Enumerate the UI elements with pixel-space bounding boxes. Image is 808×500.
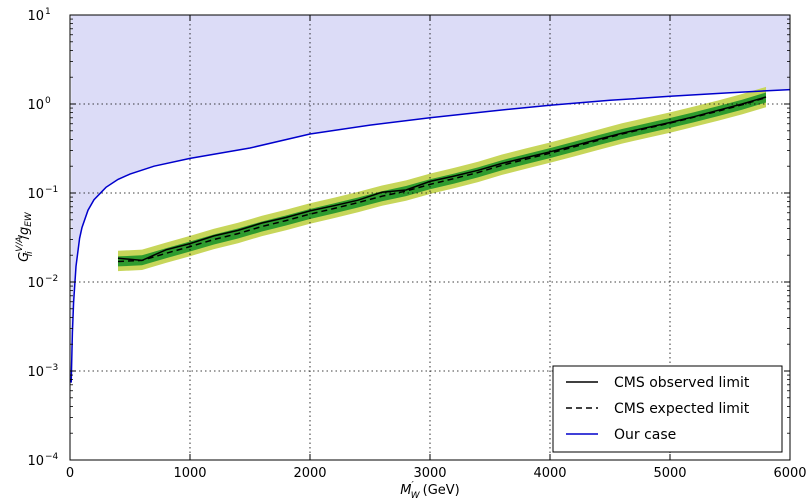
series-line-expected xyxy=(117,96,767,263)
x-tick-label: 5000 xyxy=(653,466,686,481)
series-line-observed xyxy=(117,96,767,262)
excluded-region-fill xyxy=(71,15,790,383)
y-tick-label: 10 xyxy=(27,454,44,469)
excluded-region-layer xyxy=(71,15,790,383)
legend-box xyxy=(552,365,783,453)
series-lines-layer xyxy=(70,88,791,383)
legend-label-expected: CMS expected limit xyxy=(614,401,750,417)
y-tick-label-exponent: −1 xyxy=(45,185,58,195)
y-tick-label: 10 xyxy=(27,276,44,291)
y-tick-label: 10 xyxy=(27,365,44,380)
ticks-layer xyxy=(69,14,791,461)
y-tick-label: 10 xyxy=(27,9,44,24)
legend: CMS observed limit CMS expected limit Ou… xyxy=(552,365,783,453)
legend-label-observed: CMS observed limit xyxy=(614,375,750,391)
x-tick-label: 2000 xyxy=(293,466,326,481)
x-axis-label: M′ W (GeV) xyxy=(400,480,460,500)
x-tick-label: 1000 xyxy=(173,466,206,481)
x-tick-label: 4000 xyxy=(533,466,566,481)
legend-label-our-case: Our case xyxy=(614,427,676,443)
x-tick-label: 0 xyxy=(66,466,74,481)
y-tick-label-exponent: −3 xyxy=(45,363,58,373)
y-axis-label: GV/Aii/gEW xyxy=(15,211,35,262)
x-tick-labels: 0 1000 2000 3000 4000 5000 6000 xyxy=(66,466,807,481)
x-tick-label: 3000 xyxy=(413,466,446,481)
y-tick-label: 10 xyxy=(27,98,44,113)
x-tick-label: 6000 xyxy=(773,466,806,481)
y-tick-label-exponent: 0 xyxy=(45,96,51,106)
y-tick-label-exponent: 1 xyxy=(45,7,51,17)
series-line-our-case xyxy=(70,88,791,383)
y-tick-label-exponent: −4 xyxy=(45,452,59,462)
y-tick-label-exponent: −2 xyxy=(45,274,58,284)
y-tick-label: 10 xyxy=(27,187,44,202)
